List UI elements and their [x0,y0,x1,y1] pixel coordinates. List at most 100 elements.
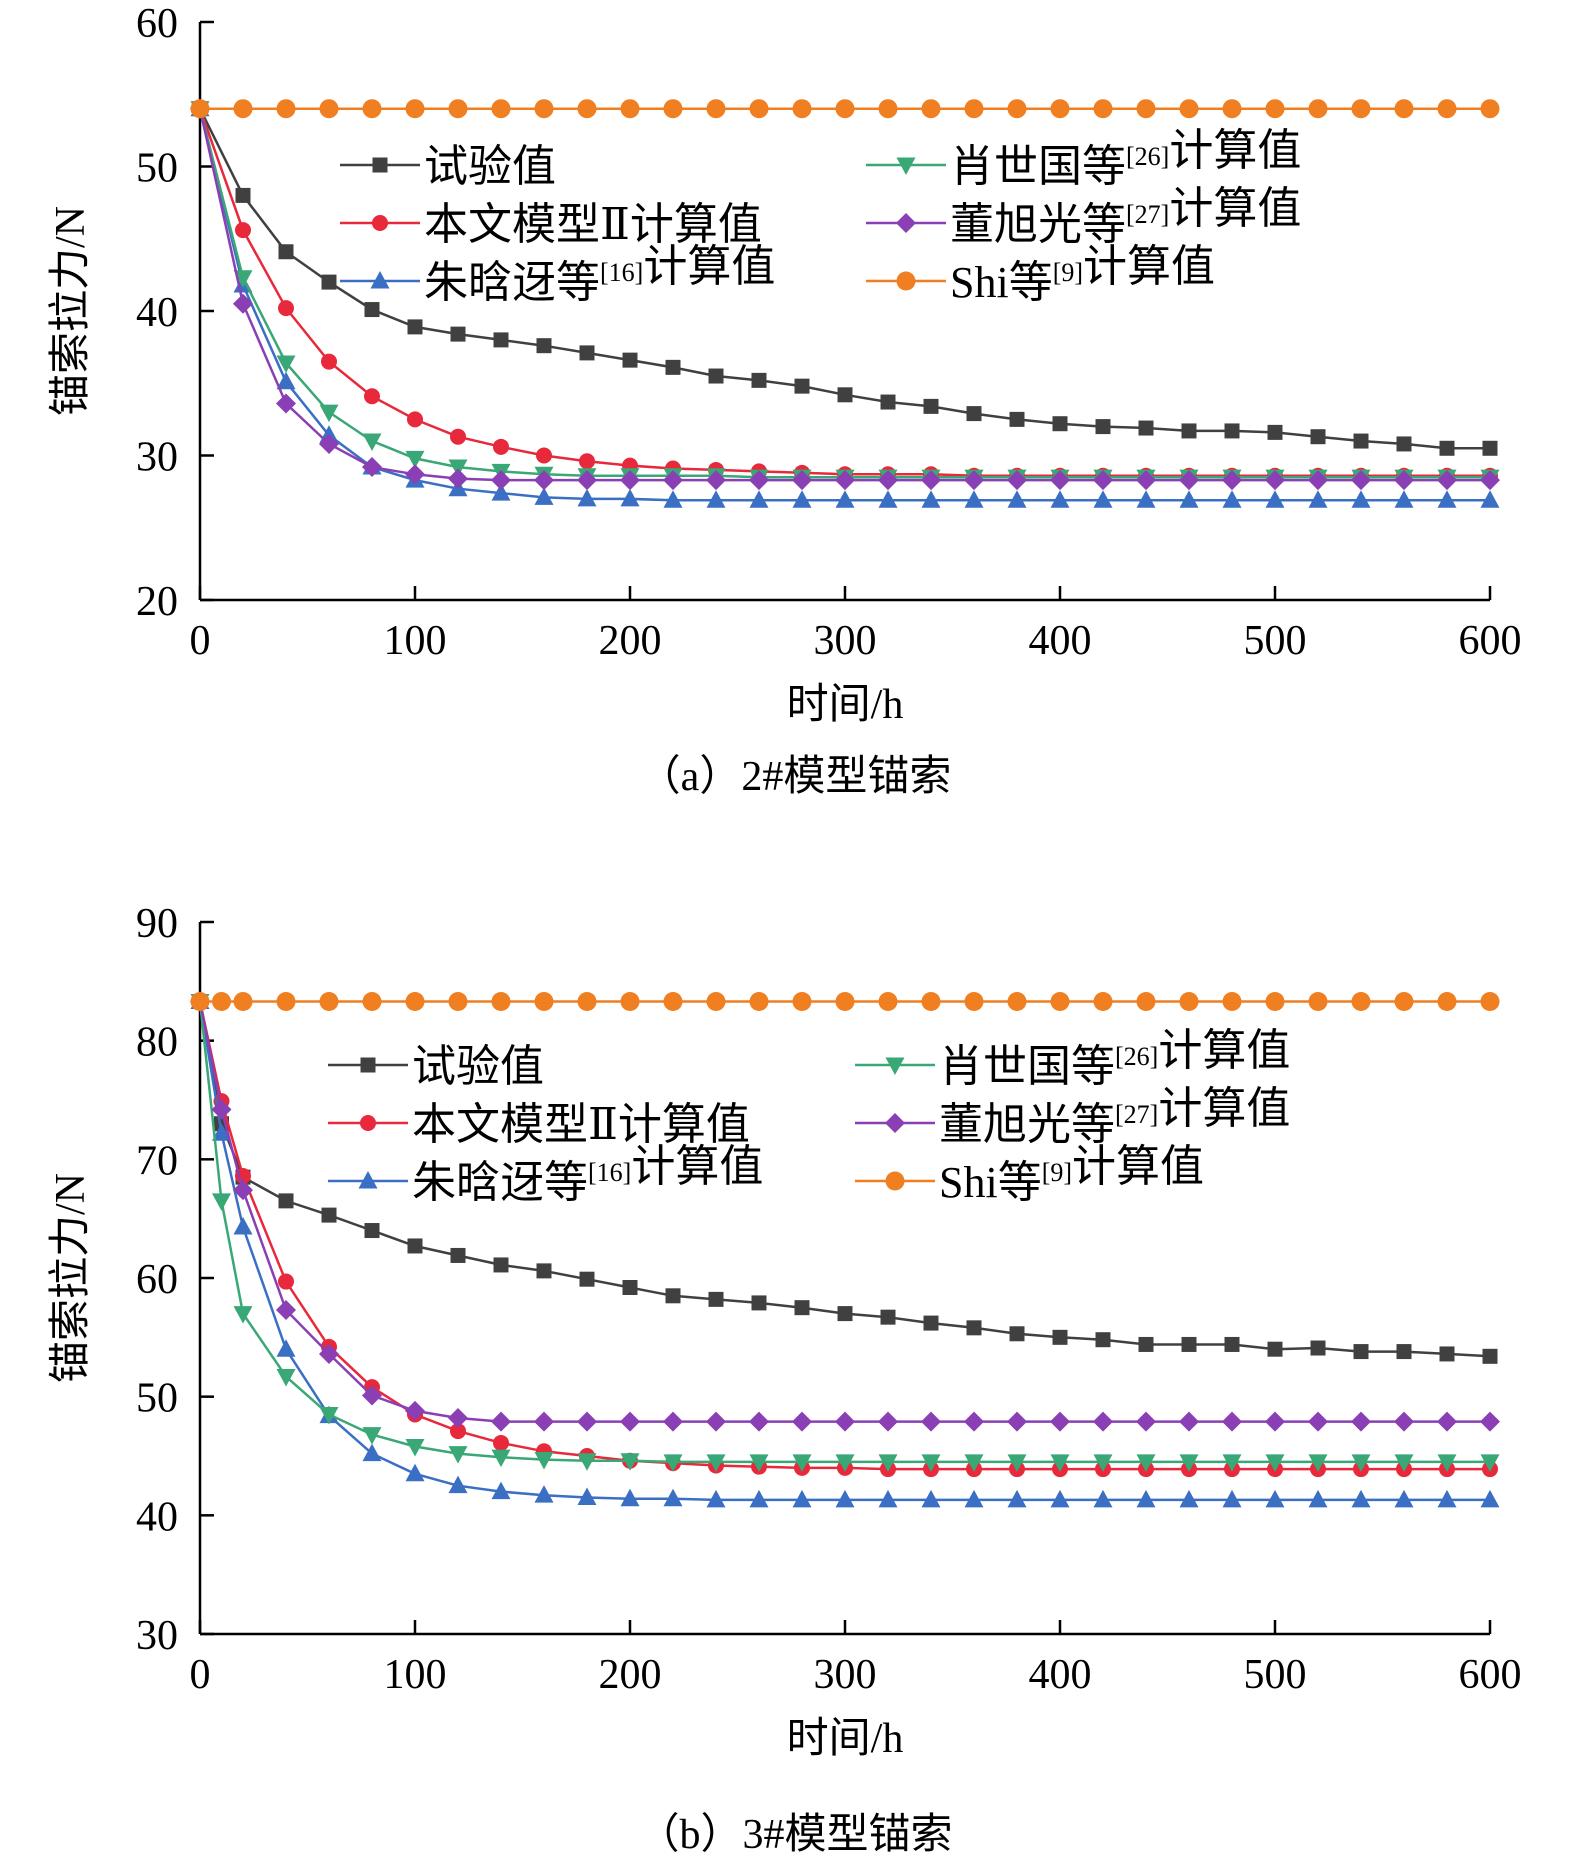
x-tick-label: 500 [1244,618,1307,664]
legend-label-text: 肖世国等 [950,142,1126,191]
legend-label: 董旭光等[27]计算值 [950,184,1301,249]
data-point [1265,1411,1285,1432]
series-5 [190,99,1500,119]
legend-label-text: 本文模型Ⅱ计算值 [424,200,762,249]
data-point [620,1411,640,1432]
data-point [212,992,231,1012]
data-point [491,992,511,1012]
data-point [1136,1489,1156,1508]
legend-label-superscript: [26] [1126,142,1169,171]
data-point [233,99,253,119]
data-point [708,1291,724,1307]
data-point [1394,1454,1414,1472]
data-point [211,1099,232,1120]
data-point [1437,490,1457,508]
data-point [235,187,251,203]
data-point [278,1273,294,1290]
data-point [964,1489,984,1508]
data-point [1396,436,1412,452]
legend-swatch-marker [896,271,916,291]
data-point [276,99,296,119]
legend-label: Shi等[9]计算值 [939,1142,1204,1207]
data-point [450,1423,466,1440]
legend-item: 朱晗迓等[16]计算值 [340,242,775,307]
x-axis-title: 时间/h [787,682,904,728]
data-point [491,470,511,491]
data-point [1480,992,1500,1012]
data-point [491,1411,511,1432]
data-point [276,1300,296,1321]
data-point [1437,1454,1457,1472]
data-point [278,244,294,260]
series-line [198,1001,1491,1358]
data-point [1351,470,1371,491]
data-point [233,1180,253,1201]
legend-label-text: 朱晗迓等 [412,1158,588,1207]
series-0 [192,994,1498,1364]
legend-label-superscript: [27] [1126,200,1169,229]
data-point [579,1271,595,1287]
data-point [921,1489,941,1508]
data-point [835,490,855,508]
y-tick-label: 60 [136,1257,178,1303]
chart-caption: （b）3#模型锚索 [637,1812,952,1858]
data-point [1224,1336,1240,1352]
legend-label: 董旭光等[27]计算值 [939,1084,1290,1149]
data-point [620,488,640,507]
data-point [665,359,681,375]
data-point [190,992,210,1012]
data-point [276,992,296,1012]
data-point [1437,992,1457,1012]
data-point [1394,470,1414,491]
data-point [751,372,767,388]
data-point [1267,1341,1283,1357]
data-point [1308,1489,1328,1508]
data-point [577,99,597,119]
y-tick-label: 30 [136,435,178,481]
legend-item: 肖世国等[26]计算值 [855,1026,1290,1091]
data-point [706,1454,726,1472]
legend-label-superscript: [16] [588,1158,631,1187]
legend-swatch-marker [896,213,916,233]
data-point [534,99,554,119]
y-tick-label: 20 [136,579,178,625]
data-point [364,388,380,405]
x-tick-label: 0 [190,618,211,664]
data-point [1351,1454,1371,1472]
legend-label-text: 试验值 [424,142,556,191]
x-tick-label: 100 [384,618,447,664]
data-point [1093,1411,1113,1432]
data-point [1310,1340,1326,1356]
data-point [534,470,554,491]
data-point [1093,99,1113,119]
data-point [233,293,253,314]
data-point [1179,1454,1199,1472]
data-point [792,490,812,508]
data-point [708,368,724,384]
data-point [579,453,595,470]
y-tick-label: 40 [136,1494,178,1540]
series-line [198,1001,1490,1464]
data-point [1222,490,1242,508]
legend-label-text: 计算值 [1072,1142,1204,1191]
data-point [878,99,898,119]
data-point [837,1306,853,1322]
legend-item: 董旭光等[27]计算值 [866,184,1301,249]
data-point [792,470,812,491]
data-point [665,1288,681,1304]
data-point [577,1411,597,1432]
data-point [921,1454,941,1472]
data-point [577,1453,597,1471]
data-point [1482,1348,1498,1364]
data-point [405,450,425,469]
x-tick-label: 100 [384,1652,447,1698]
data-point [923,398,939,414]
series-0 [192,101,1498,456]
y-tick-label: 50 [136,146,178,192]
data-point [1050,99,1070,119]
legend-label-text: 计算值 [631,1142,763,1191]
legend-label: 本文模型Ⅱ计算值 [424,200,762,249]
x-tick-label: 0 [190,1652,211,1698]
data-point [1265,470,1285,491]
